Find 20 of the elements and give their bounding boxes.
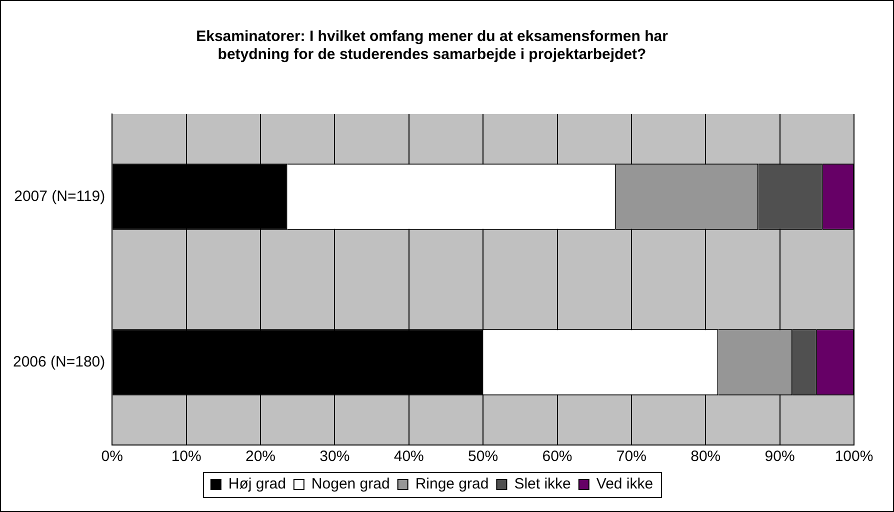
y-tick-label: 2006 (N=180) [12,353,106,370]
legend-label: Ringe grad [415,476,489,493]
x-tick-label: 20% [246,448,276,466]
x-tick-label: 50% [468,448,498,466]
legend-label: Slet ikke [514,476,571,493]
x-tick-label: 100% [834,448,874,466]
text: betydning for de studerendes samarbejde i projektarbejdet? [218,46,646,64]
y-tick-label: 2007 (N=119) [14,188,106,205]
x-tick-label: 60% [542,448,572,466]
legend-label: Ved ikke [596,476,654,493]
x-tick-label: 30% [320,448,350,466]
legend-label: Høj grad [228,476,286,493]
x-tick-label: 80% [690,448,721,466]
x-tick-label: 90% [764,448,795,466]
x-tick-label: 0% [101,448,123,466]
x-tick-label: 40% [394,448,424,466]
x-tick-label: 10% [171,448,202,466]
x-tick-label: 70% [616,448,646,466]
legend-label: Nogen grad [311,476,390,493]
text: Eksaminatorer: I hvilket omfang mener du at eksamensformen har [196,28,668,46]
